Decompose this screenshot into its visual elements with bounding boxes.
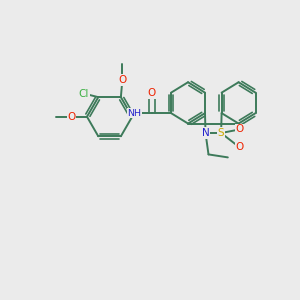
Text: O: O bbox=[236, 142, 244, 152]
Text: O: O bbox=[118, 75, 127, 85]
Text: NH: NH bbox=[128, 109, 142, 118]
Text: O: O bbox=[236, 124, 244, 134]
Text: O: O bbox=[68, 112, 76, 122]
Text: N: N bbox=[202, 128, 209, 138]
Text: O: O bbox=[148, 88, 156, 98]
Text: S: S bbox=[218, 128, 224, 138]
Text: Cl: Cl bbox=[79, 88, 89, 99]
